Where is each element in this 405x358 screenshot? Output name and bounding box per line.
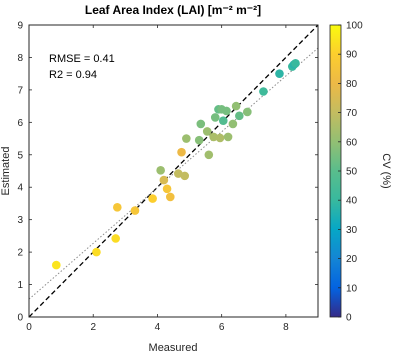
colorbar-tick-label: 0 <box>346 313 352 324</box>
colorbar-tick-label: 50 <box>346 167 358 178</box>
data-point <box>218 116 228 126</box>
data-point <box>210 113 220 122</box>
y-tick-label: 6 <box>17 118 23 129</box>
x-tick-label: 2 <box>90 322 96 333</box>
data-point <box>228 119 238 129</box>
y-tick-label: 8 <box>17 53 23 64</box>
data-points <box>51 58 300 270</box>
y-tick-label: 2 <box>17 248 23 259</box>
colorbar-tick-label: 20 <box>346 254 358 265</box>
colorbar-ticks: 0 10 20 30 40 50 60 70 80 90 100 <box>338 21 363 324</box>
x-tick-label: 4 <box>155 322 161 333</box>
data-point <box>243 107 252 117</box>
colorbar-tick-label: 80 <box>346 79 358 90</box>
data-point <box>159 175 169 185</box>
data-point <box>215 133 225 143</box>
y-tick-label: 9 <box>17 21 23 32</box>
x-tick-label: 6 <box>219 322 225 333</box>
data-point <box>209 132 218 142</box>
y-axis-ticks: 0 1 2 3 4 5 6 7 8 9 <box>17 21 318 324</box>
regression-line <box>29 47 318 300</box>
data-point <box>204 150 214 160</box>
data-point <box>291 58 300 68</box>
data-point <box>259 87 268 96</box>
data-point <box>231 101 241 111</box>
y-tick-label: 5 <box>17 150 23 161</box>
one-to-one-line <box>29 25 318 317</box>
colorbar-tick-label: 60 <box>346 137 358 148</box>
data-point <box>162 184 172 194</box>
data-point <box>165 192 175 202</box>
reference-lines <box>29 25 318 317</box>
x-tick-label: 8 <box>283 322 289 333</box>
colorbar-tick-label: 40 <box>346 196 358 207</box>
r2-annotation: R2 = 0.94 <box>49 69 97 81</box>
plot-frame <box>28 24 319 318</box>
y-tick-label: 0 <box>17 313 23 324</box>
data-point <box>51 260 61 270</box>
y-axis-label: Estimated <box>0 147 12 196</box>
data-point <box>111 234 120 243</box>
data-point <box>194 135 204 145</box>
data-point <box>148 194 157 203</box>
data-point <box>92 247 101 257</box>
data-point <box>177 147 186 157</box>
colorbar-tick-label: 70 <box>346 108 358 119</box>
data-point <box>182 134 191 143</box>
colorbar-tick-label: 90 <box>346 50 358 61</box>
data-point <box>235 111 244 121</box>
y-tick-label: 4 <box>17 183 23 194</box>
x-tick-label: 0 <box>26 322 32 333</box>
y-tick-label: 7 <box>17 85 23 96</box>
data-point <box>196 119 206 129</box>
data-point <box>202 127 212 136</box>
data-point <box>275 69 284 78</box>
data-point <box>130 206 140 215</box>
data-point <box>180 171 190 181</box>
data-point <box>156 166 165 175</box>
data-point <box>222 106 231 116</box>
y-tick-label: 3 <box>17 215 23 226</box>
colorbar-tick-label: 100 <box>346 21 363 32</box>
y-tick-label: 1 <box>17 280 23 291</box>
rmse-annotation: RMSE = 0.41 <box>49 53 115 65</box>
colorbar-tick-label: 30 <box>346 225 358 236</box>
data-point <box>223 132 233 142</box>
data-point <box>113 203 122 212</box>
x-axis-ticks: 0 2 4 6 8 <box>26 25 289 333</box>
colorbar-tick-label: 10 <box>346 283 358 294</box>
x-axis-label: Measured <box>149 342 198 354</box>
colorbar-label: CV (%) <box>380 153 392 188</box>
chart-title: Leaf Area Index (LAI) [m⁻² m⁻²] <box>85 3 261 17</box>
